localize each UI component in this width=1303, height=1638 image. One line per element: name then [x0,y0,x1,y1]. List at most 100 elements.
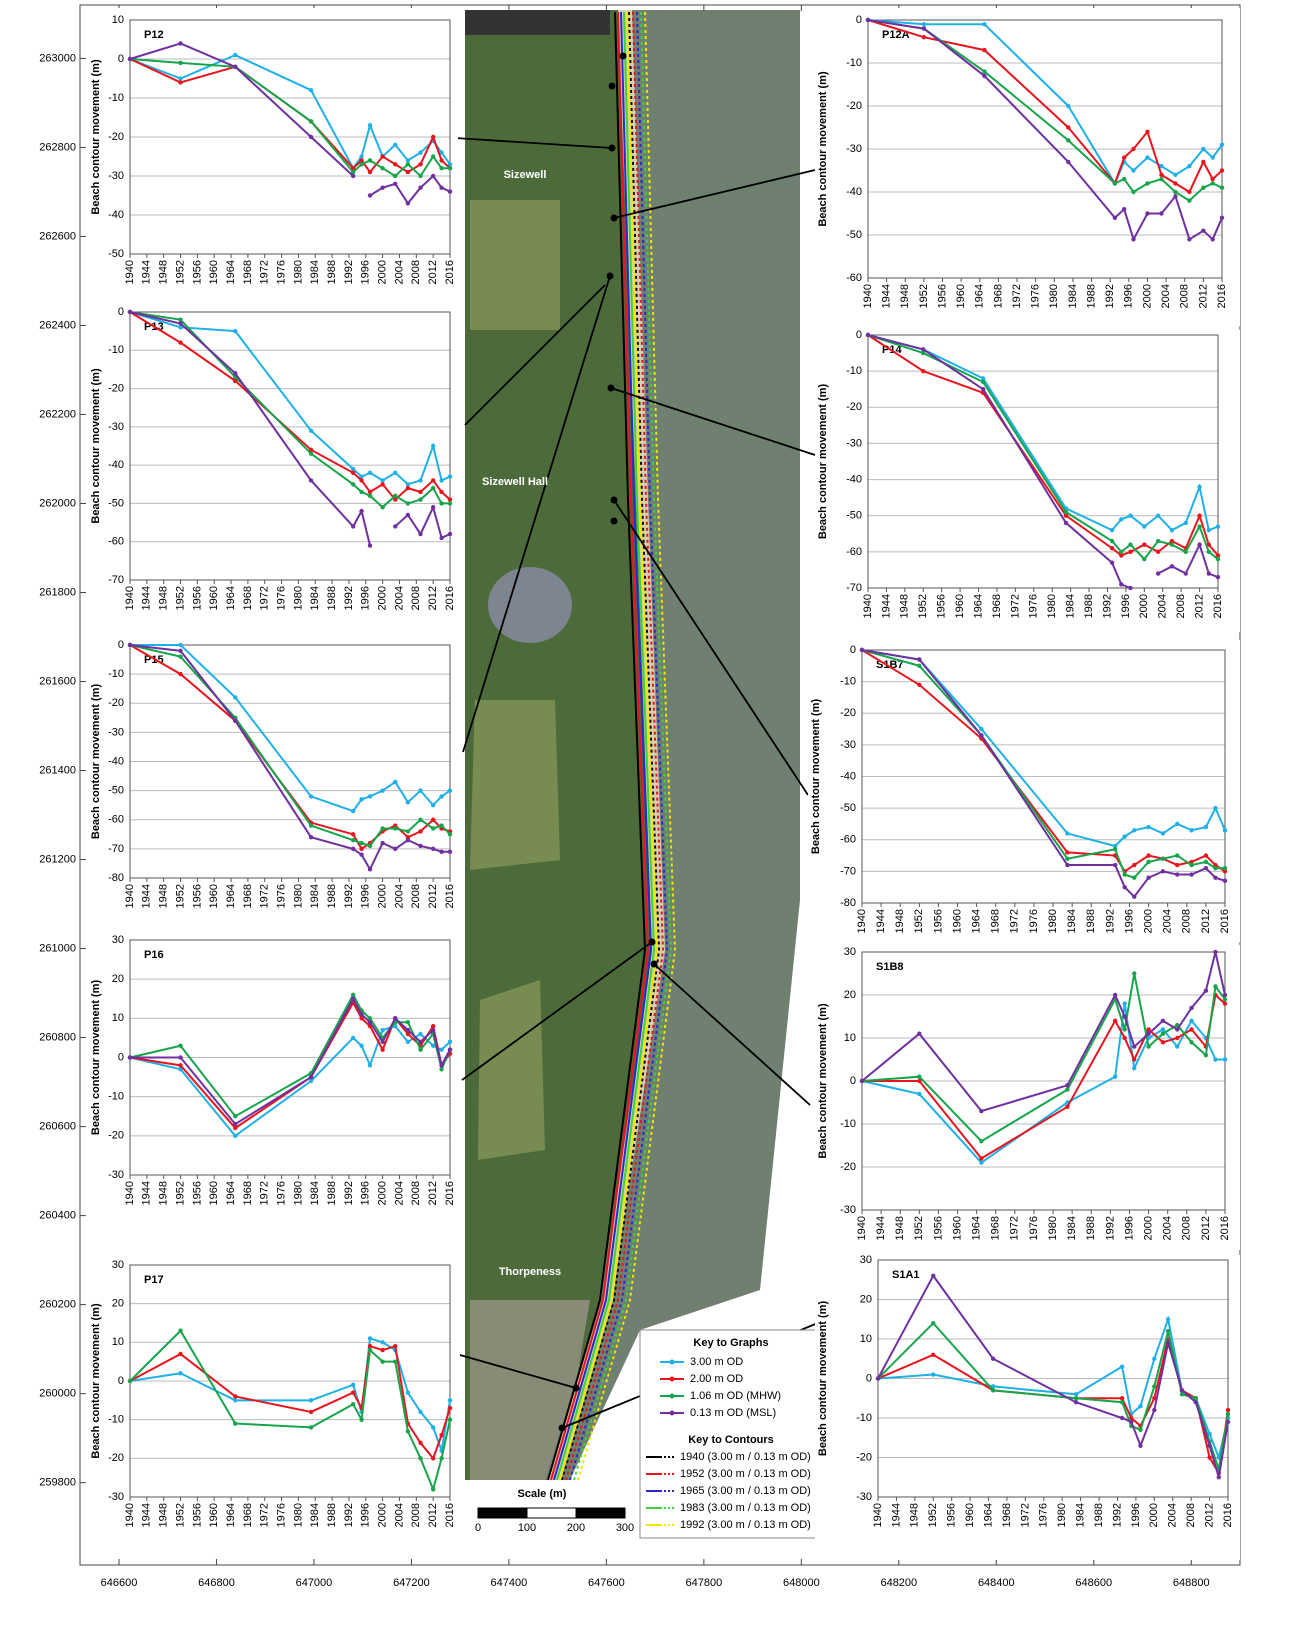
series-point [1152,1384,1157,1389]
series-point [233,328,238,334]
x-tick-label: 1964 [982,1503,994,1527]
x-tick-label: 1968 [242,586,254,610]
series-point [1197,484,1202,489]
series-point [990,1388,996,1393]
series-point [1119,1415,1125,1421]
series-point [447,832,453,837]
series-line [129,1337,451,1455]
x-tick-label: 1976 [275,586,287,610]
series-point [1152,1356,1157,1361]
series-point [1189,828,1194,833]
series-point [1109,546,1115,551]
x-tick-label: 1980 [292,260,304,284]
x-tick-label: 2016 [444,586,456,610]
series-point [1138,1443,1143,1448]
series-point [233,64,238,70]
x-tick-label: 1988 [1085,284,1097,308]
series-point [1203,988,1209,993]
x-tick-label: 1988 [1085,909,1097,933]
chart-box [815,1255,1240,1560]
x-tick-label: 1972 [259,1503,271,1527]
x-tick-label: 2000 [377,1503,389,1527]
series-point [127,309,133,315]
series-point [1128,542,1133,547]
scale-tick-label: 0 [475,1522,481,1534]
series-point [859,1078,865,1084]
series-point [1112,843,1118,849]
x-tick-label: 2004 [1167,1503,1179,1527]
scale-segment [526,1507,577,1519]
series-point [393,470,398,475]
series-point [1189,862,1194,868]
series-line [877,1321,1229,1470]
series-point [1175,1027,1180,1032]
series-point [931,1273,936,1279]
x-tick-label: 647000 [296,1577,333,1589]
series-point [430,1023,436,1029]
x-tick-label: 1952 [174,1503,186,1527]
x-tick-label: 1996 [360,1181,372,1205]
y-tick-label: 0 [118,306,124,318]
x-tick-label: 2004 [393,1181,405,1205]
series-point [308,428,314,433]
series-point [1175,853,1180,858]
x-tick-label: 1984 [1066,1216,1078,1240]
y-tick-label: -30 [840,1204,856,1216]
series-point [1206,571,1211,576]
series-point [178,654,183,659]
legend-swatch [669,1376,675,1382]
x-tick-label: 1976 [1028,1216,1040,1240]
series-line [129,1329,451,1493]
series-point [447,497,453,502]
x-tick-label: 2012 [1193,594,1205,618]
series-point [1173,189,1178,195]
y-tick-label: -20 [108,697,124,709]
series-point [447,788,453,793]
series-point [1206,542,1211,547]
series-point [1175,1035,1180,1041]
series-point [917,1091,922,1097]
series-point [1066,103,1071,109]
y-tick-label: -10 [108,344,124,356]
series-point [439,823,444,828]
series-point [1132,1057,1137,1062]
x-tick-label: 1960 [951,909,963,933]
series-point [1206,527,1211,533]
series-point [350,996,356,1001]
series-point [1210,176,1215,182]
series-line [861,649,1226,848]
x-tick-label: 2000 [377,260,389,284]
x-tick-label: 1976 [1030,284,1042,308]
series-point [308,1078,314,1084]
contour-line [556,11,656,1481]
y-tick-label: -10 [108,92,124,104]
x-tick-label: 1968 [992,284,1004,308]
series-point [418,843,423,849]
x-tick-label: 1960 [208,1503,220,1527]
y-tick-label: -10 [840,676,856,688]
series-point [350,1382,356,1388]
y-tick-label: -40 [108,459,124,471]
series-point [418,489,423,495]
series-line [867,334,1219,561]
series-point [178,1067,183,1072]
series-point [178,60,183,66]
x-tick-label: 1992 [1111,1503,1123,1527]
x-tick-label: 1976 [275,1503,287,1527]
y-tick-label: 262800 [39,141,76,153]
series-point [430,846,436,852]
x-tick-label: 1944 [875,1216,887,1240]
series-point [367,1063,373,1068]
series-point [393,493,398,498]
series-point [367,1344,373,1349]
series-point [1112,992,1118,998]
series-line [861,649,1226,899]
chart-box [815,330,1240,632]
series-point [367,1347,373,1353]
y-axis-label: Beach contour movement (m) [810,699,822,855]
x-tick-label: 2016 [1219,1216,1231,1240]
series-point [1225,1419,1231,1425]
x-tick-label: 1972 [1009,594,1021,618]
series-point [380,1039,385,1045]
